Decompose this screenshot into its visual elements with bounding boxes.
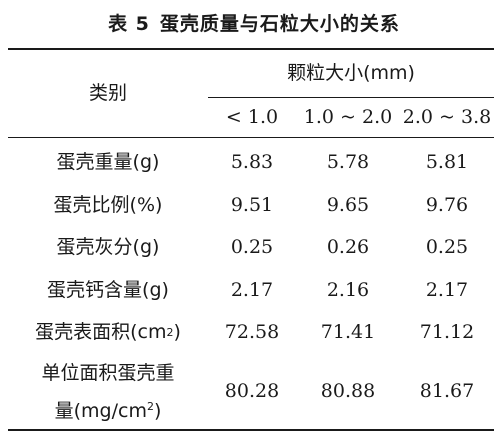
table-cell: 9.51	[230, 193, 274, 216]
table-cell: 9.65	[326, 193, 370, 216]
table-cell: 5.78	[326, 151, 370, 174]
table-cell: 72.58	[224, 321, 280, 344]
header-rule	[8, 137, 494, 138]
row-label: 蛋壳钙含量(g)	[47, 278, 169, 301]
table-title: 表 5 蛋壳质量与石粒大小的关系	[0, 6, 502, 42]
row-label: 蛋壳表面积(cm 2)	[8, 312, 208, 354]
table-cell: 0.25	[425, 236, 469, 259]
row-label-superscript: 2	[166, 326, 174, 340]
column-header: 2.0 ~ 3.8	[402, 105, 492, 128]
table-cell: 80.28	[224, 380, 280, 403]
table-cell: 5.83	[230, 151, 274, 174]
table-cell: 5.81	[425, 151, 469, 174]
row-label: 单位面积蛋壳重 量(mg/cm2)	[8, 356, 208, 428]
bottom-rule	[8, 429, 494, 431]
top-rule	[8, 48, 494, 50]
row-label-line-2: 量(mg/cm2)	[55, 390, 162, 428]
table-cell: 80.88	[320, 380, 376, 403]
table-cell: 0.25	[230, 236, 274, 259]
row-label: 蛋壳重量(g)	[56, 151, 160, 174]
column-header: 1.0 ~ 2.0	[303, 105, 393, 128]
table-cell: 2.17	[230, 278, 274, 301]
row-label-line-2-text: 量(mg/cm	[54, 399, 147, 422]
row-label-superscript: 2	[146, 399, 154, 413]
row-label-line-1: 单位面积蛋壳重	[41, 361, 175, 384]
row-label-text: 蛋壳表面积(cm	[35, 321, 167, 344]
table-cell: 71.41	[320, 321, 376, 344]
table-number: 表 5	[108, 13, 150, 35]
row-label: 蛋壳比例(%)	[53, 193, 163, 216]
row-label: 蛋壳灰分(g)	[56, 236, 160, 259]
group-rule	[208, 97, 494, 98]
table-cell: 9.76	[425, 193, 469, 216]
table-caption: 蛋壳质量与石粒大小的关系	[159, 13, 400, 35]
column-header: < 1.0	[225, 105, 279, 128]
table-cell: 2.17	[425, 278, 469, 301]
row-header: 类别	[88, 81, 127, 104]
row-label-end: )	[173, 321, 181, 344]
table-cell: 2.16	[326, 278, 370, 301]
row-label-end: )	[153, 399, 162, 422]
table-cell: 71.12	[419, 321, 475, 344]
table-cell: 0.26	[326, 236, 370, 259]
group-header: 颗粒大小(mm)	[287, 61, 415, 84]
table-cell: 81.67	[419, 380, 475, 403]
